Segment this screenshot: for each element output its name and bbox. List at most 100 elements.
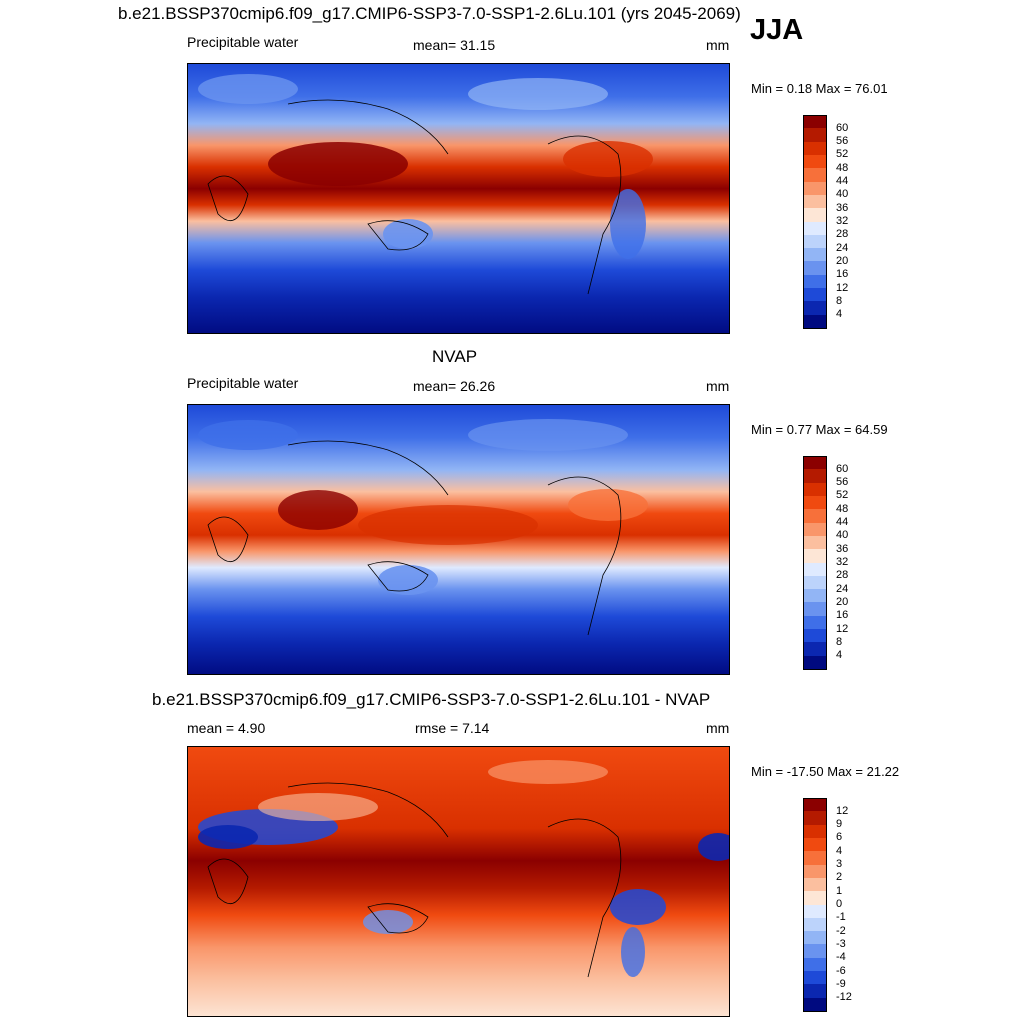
colorbar-tick-label: 2 — [836, 871, 843, 884]
colorbar-tick-label: 28 — [836, 569, 849, 582]
colorbar-tick-label: 20 — [836, 595, 849, 608]
panel2-units-label: mm — [706, 378, 730, 394]
colorbar-tick-label: 60 — [836, 121, 849, 134]
colorbar-tick-label: 28 — [836, 228, 849, 241]
colorbar-tick-label: 8 — [836, 635, 843, 648]
panel2-title: NVAP — [432, 347, 478, 366]
panel3-units-label: mm — [706, 720, 730, 736]
panel1-units-label: mm — [706, 37, 730, 53]
colorbar-tick-label: 24 — [836, 241, 849, 254]
panel2-mean-label: mean= 26.26 — [413, 378, 496, 394]
colorbar-swatch — [803, 221, 827, 236]
colorbar-tick-label: 16 — [836, 609, 849, 622]
colorbar-swatch — [803, 984, 827, 999]
colorbar-tick-label: 4 — [836, 308, 843, 321]
colorbar-tick-label: -1 — [836, 911, 846, 924]
colorbar-tick-label: 56 — [836, 476, 849, 489]
colorbar-swatch — [803, 798, 827, 812]
colorbar-swatch — [803, 208, 827, 222]
colorbar-tick-label: 4 — [836, 649, 843, 662]
colorbar-tick-label: 9 — [836, 818, 843, 831]
colorbar-tick-label: -3 — [836, 937, 846, 950]
colorbar-tick-label: -12 — [836, 991, 852, 1004]
colorbar-swatch — [803, 811, 827, 826]
colorbar-swatch — [803, 615, 827, 630]
colorbar-tick-label: 40 — [836, 188, 849, 201]
colorbar-swatch — [803, 575, 827, 590]
colorbar-tick-label: 52 — [836, 489, 849, 502]
colorbar-swatch — [803, 301, 827, 316]
colorbar-tick-label: 3 — [836, 858, 843, 871]
colorbar-swatch — [803, 535, 827, 550]
colorbar-tick-label: 32 — [836, 556, 849, 568]
colorbar-swatch — [803, 456, 827, 470]
panel1-map — [187, 63, 730, 334]
colorbar-swatch — [803, 314, 827, 329]
panel1-map-svg — [188, 64, 729, 333]
colorbar-swatch — [803, 655, 827, 670]
colorbar-swatch — [803, 971, 827, 985]
colorbar-swatch — [803, 851, 827, 866]
colorbar-swatch — [803, 589, 827, 603]
panel3-map-svg — [188, 747, 729, 1016]
colorbar-tick-label: 20 — [836, 254, 849, 267]
colorbar-swatch — [803, 274, 827, 289]
colorbar-swatch — [803, 629, 827, 643]
colorbar-swatch — [803, 469, 827, 484]
colorbar-tick-label: 16 — [836, 268, 849, 281]
colorbar-swatch — [803, 168, 827, 183]
colorbar-swatch — [803, 837, 827, 852]
colorbar-swatch — [803, 904, 827, 919]
colorbar-tick-label: 24 — [836, 582, 849, 595]
colorbar-tick-label: 32 — [836, 215, 849, 227]
panel2-variable-label: Precipitable water — [187, 375, 299, 391]
colorbar-swatch — [803, 917, 827, 932]
season-label: JJA — [750, 14, 804, 46]
colorbar-swatch — [803, 642, 827, 657]
colorbar-tick-label: 4 — [836, 844, 843, 857]
colorbar-swatch — [803, 141, 827, 156]
colorbar-tick-label: 48 — [836, 161, 849, 174]
panel1-colorbar: 60 56 52 48 44 40 36 32 28 24 20 16 12 8 4 — [803, 115, 848, 329]
colorbar-swatch — [803, 891, 827, 905]
colorbar-swatch — [803, 997, 827, 1012]
colorbar-swatch — [803, 824, 827, 839]
figure-title: b.e21.BSSP370cmip6.f09_g17.CMIP6-SSP3-7.… — [118, 4, 741, 23]
panel3-title: b.e21.BSSP370cmip6.f09_g17.CMIP6-SSP3-7.… — [152, 690, 711, 709]
colorbar-tick-label: 52 — [836, 148, 849, 161]
colorbar-swatch — [803, 522, 827, 537]
colorbar-tick-label: 36 — [836, 542, 849, 555]
colorbar-swatch — [803, 864, 827, 879]
colorbar-tick-label: 44 — [836, 516, 849, 529]
colorbar-swatch — [803, 944, 827, 959]
panel2-map — [187, 404, 730, 675]
colorbar-swatch — [803, 194, 827, 209]
colorbar-tick-label: 12 — [836, 622, 849, 635]
colorbar-swatch — [803, 261, 827, 276]
colorbar-tick-label: 6 — [836, 831, 843, 844]
colorbar-tick-label: 56 — [836, 135, 849, 148]
colorbar-swatch — [803, 549, 827, 563]
panel1-variable-label: Precipitable water — [187, 34, 299, 50]
colorbar-tick-label: -4 — [836, 951, 846, 964]
colorbar-tick-label: 1 — [836, 884, 843, 897]
colorbar-tick-label: 36 — [836, 201, 849, 214]
colorbar-swatch — [803, 482, 827, 497]
panel2-map-svg — [188, 405, 729, 674]
colorbar-tick-label: 48 — [836, 502, 849, 515]
colorbar-swatch — [803, 509, 827, 524]
colorbar-tick-label: 8 — [836, 294, 843, 307]
colorbar-swatch — [803, 495, 827, 510]
colorbar-swatch — [803, 931, 827, 945]
colorbar-tick-label: -6 — [836, 964, 846, 977]
colorbar-swatch — [803, 957, 827, 972]
colorbar-tick-label: 40 — [836, 529, 849, 542]
colorbar-tick-label: 0 — [836, 898, 843, 910]
panel3-colorbar: 12 9 6 4 3 2 1 0 -1 -2 -3 -4 -6 -9 -12 — [803, 798, 852, 1012]
colorbar-tick-label: 12 — [836, 804, 849, 817]
colorbar-swatch — [803, 602, 827, 617]
panel3-minmax-label: Min = -17.50 Max = 21.22 — [751, 764, 900, 779]
colorbar-swatch — [803, 248, 827, 262]
colorbar-swatch — [803, 234, 827, 249]
colorbar-tick-label: 60 — [836, 462, 849, 475]
